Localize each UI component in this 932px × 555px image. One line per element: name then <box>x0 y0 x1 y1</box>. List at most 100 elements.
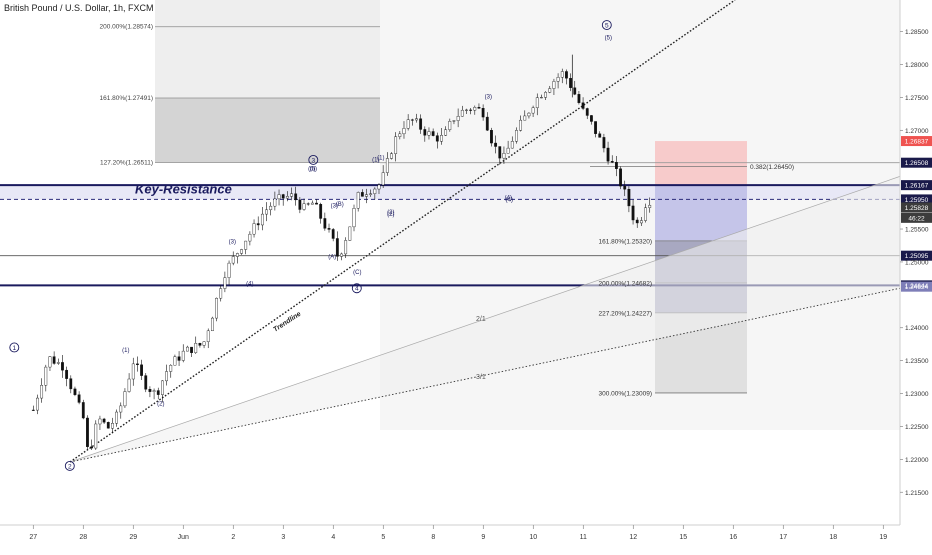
x-tick-label: 18 <box>829 534 837 541</box>
candle-body <box>402 128 406 135</box>
candle-body <box>310 202 314 205</box>
candle-body <box>515 130 518 142</box>
candle-body <box>202 341 206 346</box>
candle-body <box>577 94 581 103</box>
candle-body <box>369 193 373 195</box>
candle-body <box>535 97 539 108</box>
candle-body <box>460 109 464 117</box>
wave-label: (5) <box>605 36 612 42</box>
fib-upper-label: 161.80%(1.27491) <box>100 95 154 102</box>
candle-body <box>560 71 564 78</box>
candle-body <box>294 193 298 201</box>
candle-body <box>277 194 281 200</box>
candle-body <box>373 188 377 194</box>
price-badge <box>901 281 932 292</box>
fib-lower-label: 161.80%(1.25320) <box>599 238 653 245</box>
candle-body <box>602 137 606 149</box>
candle-body <box>331 229 335 239</box>
candle-body <box>365 194 368 197</box>
candle-body <box>206 330 210 342</box>
fib-upper-label: 200.00%(1.28574) <box>100 24 154 31</box>
y-tick-label: 1.21500 <box>905 490 929 497</box>
candle-body <box>440 135 443 142</box>
candle-body <box>94 423 98 449</box>
candle-body <box>273 198 277 207</box>
candle-body <box>631 205 635 221</box>
candle-body <box>161 380 164 395</box>
key-resistance-label: Key-Resistance <box>135 181 232 196</box>
candle-body <box>565 71 568 79</box>
candle-body <box>298 199 302 210</box>
y-tick-label: 1.27500 <box>905 95 929 102</box>
wave-circle <box>308 154 319 165</box>
wave-circle <box>601 20 612 30</box>
x-tick-label: 10 <box>529 534 537 541</box>
wave-label: (5) <box>310 166 317 172</box>
wave-label: 5 <box>605 22 609 29</box>
candle-body <box>448 121 452 130</box>
candle-body <box>531 107 535 114</box>
y-tick-label: 1.23000 <box>905 391 929 398</box>
candle-body <box>65 369 69 379</box>
candle-body <box>231 256 235 264</box>
candle-body <box>235 253 239 257</box>
candle-body <box>285 196 289 199</box>
wave-circle <box>9 342 20 353</box>
candle-body <box>86 417 89 447</box>
x-tick-label: 19 <box>879 534 887 541</box>
candle-body <box>169 364 173 372</box>
wave-label: (A) <box>328 255 336 261</box>
price-badge-label: 1.25095 <box>905 253 929 260</box>
candle-body <box>127 378 131 392</box>
wave-label: (3) <box>229 240 236 246</box>
candle-body <box>194 343 198 353</box>
candle-body <box>98 418 102 425</box>
candle-body <box>77 394 81 403</box>
candle-body <box>581 102 585 109</box>
candle-body <box>344 240 348 255</box>
x-tick-label: 4 <box>331 534 335 541</box>
candle-body <box>102 418 106 423</box>
candle-body <box>415 118 418 121</box>
candle-body <box>485 116 489 131</box>
x-tick-label: 29 <box>129 534 137 541</box>
wave-label: (1) <box>122 348 129 354</box>
fib-lower-label: 200.00%(1.24682) <box>599 280 653 287</box>
candle-body <box>356 192 360 209</box>
price-badge <box>901 202 932 213</box>
candle-body <box>510 141 514 149</box>
gann-line-2-1 <box>69 176 901 463</box>
price-badge-label: 1.24644 <box>905 283 929 290</box>
x-tick-label: 11 <box>580 534 587 541</box>
wave-circle <box>351 283 362 294</box>
candle-body <box>73 388 77 395</box>
candle-body <box>198 343 202 346</box>
price-badge-label: 1.25828 <box>905 205 929 212</box>
x-tick-label: 2 <box>231 534 235 541</box>
candle-body <box>627 189 631 207</box>
candle-body <box>585 108 589 116</box>
candle-body <box>465 109 468 111</box>
price-badge <box>901 157 932 168</box>
candle-body <box>56 362 60 364</box>
candle-body <box>452 120 456 122</box>
wave-label: 2 <box>68 463 72 470</box>
candle-body <box>181 350 185 361</box>
candle-body <box>435 135 439 142</box>
wave-label: 1 <box>12 345 16 352</box>
y-axis-background <box>900 0 932 550</box>
price-badge <box>901 180 932 191</box>
candle-body <box>523 115 527 121</box>
candle-body <box>348 226 352 241</box>
candle-body <box>148 389 152 392</box>
candle-body <box>381 172 385 186</box>
candle-body <box>152 390 156 392</box>
x-tick-label: 12 <box>629 534 637 541</box>
candle-body <box>190 346 193 353</box>
wave-label: (3) <box>331 203 338 209</box>
candle-body <box>290 193 293 197</box>
wave-circle <box>64 460 75 471</box>
candle-body <box>639 220 643 224</box>
